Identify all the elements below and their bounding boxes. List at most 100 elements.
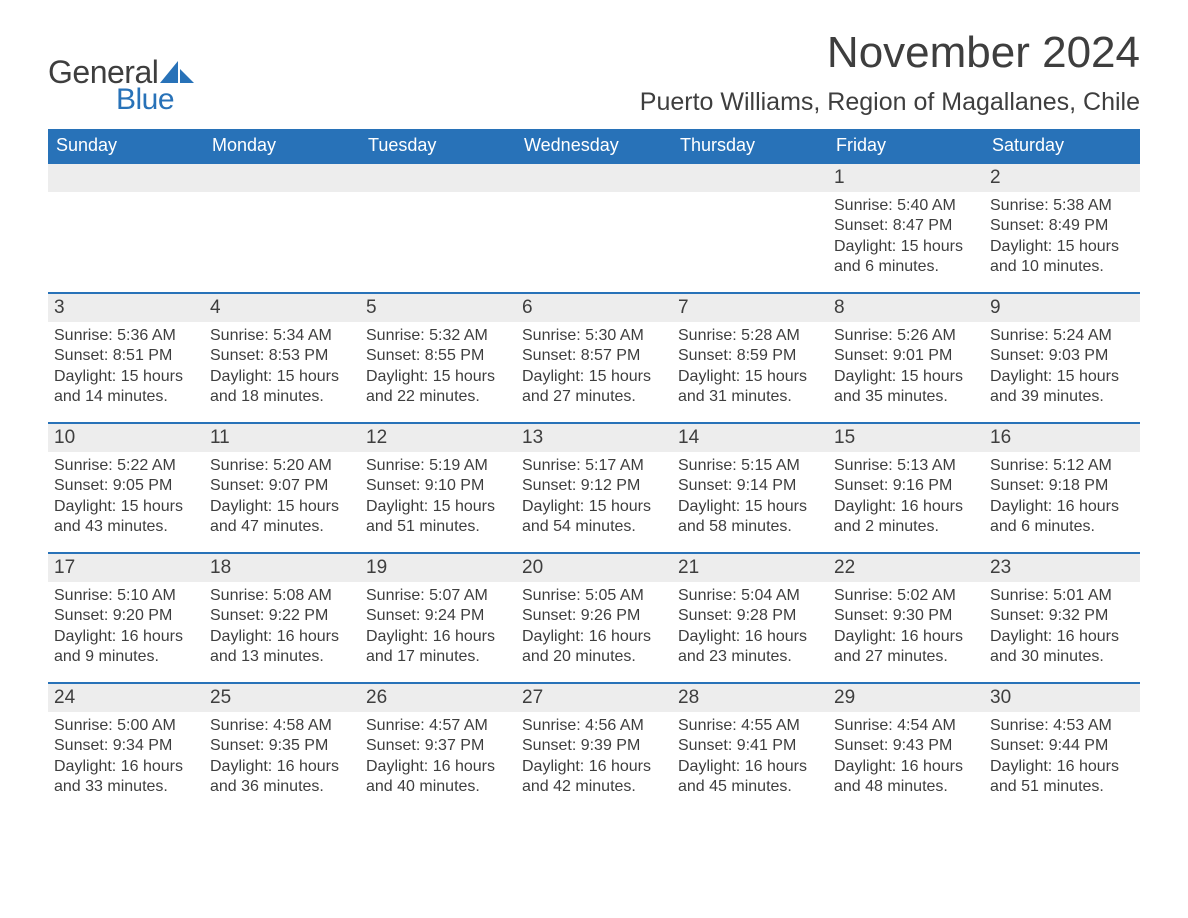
day-cell [360, 164, 516, 292]
day-body: Sunrise: 5:28 AMSunset: 8:59 PMDaylight:… [672, 322, 828, 414]
day-number [360, 164, 516, 192]
daylight-text-1: Daylight: 16 hours [678, 627, 822, 647]
sunrise-text: Sunrise: 5:32 AM [366, 326, 510, 346]
daylight-text-2: and 48 minutes. [834, 777, 978, 797]
day-number: 2 [984, 164, 1140, 192]
daylight-text-1: Daylight: 16 hours [834, 497, 978, 517]
sunset-text: Sunset: 8:53 PM [210, 346, 354, 366]
daylight-text-1: Daylight: 15 hours [834, 237, 978, 257]
day-body: Sunrise: 5:08 AMSunset: 9:22 PMDaylight:… [204, 582, 360, 674]
sunset-text: Sunset: 9:20 PM [54, 606, 198, 626]
sunset-text: Sunset: 9:30 PM [834, 606, 978, 626]
sunrise-text: Sunrise: 4:55 AM [678, 716, 822, 736]
day-cell: 26Sunrise: 4:57 AMSunset: 9:37 PMDayligh… [360, 684, 516, 812]
day-number: 18 [204, 554, 360, 582]
day-number: 16 [984, 424, 1140, 452]
daylight-text-2: and 18 minutes. [210, 387, 354, 407]
day-cell: 2Sunrise: 5:38 AMSunset: 8:49 PMDaylight… [984, 164, 1140, 292]
sunset-text: Sunset: 9:35 PM [210, 736, 354, 756]
daylight-text-1: Daylight: 16 hours [834, 757, 978, 777]
day-number [672, 164, 828, 192]
daylight-text-1: Daylight: 15 hours [210, 497, 354, 517]
day-cell [672, 164, 828, 292]
daylight-text-1: Daylight: 16 hours [678, 757, 822, 777]
day-number: 13 [516, 424, 672, 452]
daylight-text-2: and 13 minutes. [210, 647, 354, 667]
day-cell: 20Sunrise: 5:05 AMSunset: 9:26 PMDayligh… [516, 554, 672, 682]
daylight-text-1: Daylight: 15 hours [522, 367, 666, 387]
daylight-text-1: Daylight: 15 hours [54, 497, 198, 517]
sunset-text: Sunset: 8:49 PM [990, 216, 1134, 236]
day-cell: 9Sunrise: 5:24 AMSunset: 9:03 PMDaylight… [984, 294, 1140, 422]
location-subtitle: Puerto Williams, Region of Magallanes, C… [640, 88, 1140, 117]
day-number: 22 [828, 554, 984, 582]
day-cell: 3Sunrise: 5:36 AMSunset: 8:51 PMDaylight… [48, 294, 204, 422]
day-number: 10 [48, 424, 204, 452]
daylight-text-1: Daylight: 15 hours [990, 237, 1134, 257]
day-cell: 12Sunrise: 5:19 AMSunset: 9:10 PMDayligh… [360, 424, 516, 552]
day-number: 3 [48, 294, 204, 322]
daylight-text-2: and 6 minutes. [990, 517, 1134, 537]
day-body: Sunrise: 5:00 AMSunset: 9:34 PMDaylight:… [48, 712, 204, 804]
day-body: Sunrise: 5:01 AMSunset: 9:32 PMDaylight:… [984, 582, 1140, 674]
weekday-header: Tuesday [360, 129, 516, 162]
sunrise-text: Sunrise: 5:24 AM [990, 326, 1134, 346]
daylight-text-2: and 45 minutes. [678, 777, 822, 797]
sunset-text: Sunset: 9:07 PM [210, 476, 354, 496]
daylight-text-1: Daylight: 15 hours [678, 367, 822, 387]
sunset-text: Sunset: 9:39 PM [522, 736, 666, 756]
daylight-text-2: and 9 minutes. [54, 647, 198, 667]
day-body: Sunrise: 4:58 AMSunset: 9:35 PMDaylight:… [204, 712, 360, 804]
logo-word-blue: Blue [116, 83, 174, 117]
day-body: Sunrise: 5:36 AMSunset: 8:51 PMDaylight:… [48, 322, 204, 414]
day-body: Sunrise: 5:40 AMSunset: 8:47 PMDaylight:… [828, 192, 984, 284]
day-body: Sunrise: 5:34 AMSunset: 8:53 PMDaylight:… [204, 322, 360, 414]
daylight-text-1: Daylight: 16 hours [990, 757, 1134, 777]
day-cell: 29Sunrise: 4:54 AMSunset: 9:43 PMDayligh… [828, 684, 984, 812]
sunset-text: Sunset: 9:24 PM [366, 606, 510, 626]
daylight-text-2: and 2 minutes. [834, 517, 978, 537]
day-body: Sunrise: 5:13 AMSunset: 9:16 PMDaylight:… [828, 452, 984, 544]
sunrise-text: Sunrise: 5:01 AM [990, 586, 1134, 606]
sunset-text: Sunset: 9:16 PM [834, 476, 978, 496]
day-body: Sunrise: 5:17 AMSunset: 9:12 PMDaylight:… [516, 452, 672, 544]
sunset-text: Sunset: 9:05 PM [54, 476, 198, 496]
day-body: Sunrise: 5:02 AMSunset: 9:30 PMDaylight:… [828, 582, 984, 674]
weekday-header: Saturday [984, 129, 1140, 162]
sunrise-text: Sunrise: 5:34 AM [210, 326, 354, 346]
day-body: Sunrise: 4:53 AMSunset: 9:44 PMDaylight:… [984, 712, 1140, 804]
weekday-header: Wednesday [516, 129, 672, 162]
daylight-text-1: Daylight: 16 hours [990, 497, 1134, 517]
day-number [48, 164, 204, 192]
logo: General Blue [48, 28, 194, 117]
daylight-text-2: and 17 minutes. [366, 647, 510, 667]
calendar-week: 3Sunrise: 5:36 AMSunset: 8:51 PMDaylight… [48, 292, 1140, 422]
day-cell [48, 164, 204, 292]
day-cell: 1Sunrise: 5:40 AMSunset: 8:47 PMDaylight… [828, 164, 984, 292]
sunrise-text: Sunrise: 4:56 AM [522, 716, 666, 736]
day-cell: 8Sunrise: 5:26 AMSunset: 9:01 PMDaylight… [828, 294, 984, 422]
day-body: Sunrise: 5:05 AMSunset: 9:26 PMDaylight:… [516, 582, 672, 674]
day-body: Sunrise: 5:26 AMSunset: 9:01 PMDaylight:… [828, 322, 984, 414]
sunrise-text: Sunrise: 5:36 AM [54, 326, 198, 346]
weekday-header: Friday [828, 129, 984, 162]
day-cell: 23Sunrise: 5:01 AMSunset: 9:32 PMDayligh… [984, 554, 1140, 682]
sunrise-text: Sunrise: 5:04 AM [678, 586, 822, 606]
sunrise-text: Sunrise: 5:15 AM [678, 456, 822, 476]
day-cell: 15Sunrise: 5:13 AMSunset: 9:16 PMDayligh… [828, 424, 984, 552]
day-cell: 25Sunrise: 4:58 AMSunset: 9:35 PMDayligh… [204, 684, 360, 812]
sunset-text: Sunset: 8:57 PM [522, 346, 666, 366]
day-number: 24 [48, 684, 204, 712]
weekday-header-row: SundayMondayTuesdayWednesdayThursdayFrid… [48, 129, 1140, 162]
day-cell: 19Sunrise: 5:07 AMSunset: 9:24 PMDayligh… [360, 554, 516, 682]
day-body [516, 192, 672, 282]
day-number [516, 164, 672, 192]
sunset-text: Sunset: 9:41 PM [678, 736, 822, 756]
day-cell: 7Sunrise: 5:28 AMSunset: 8:59 PMDaylight… [672, 294, 828, 422]
header: General Blue November 2024 Puerto Willia… [48, 28, 1140, 117]
sunset-text: Sunset: 9:01 PM [834, 346, 978, 366]
sunset-text: Sunset: 9:22 PM [210, 606, 354, 626]
sunrise-text: Sunrise: 5:10 AM [54, 586, 198, 606]
sunrise-text: Sunrise: 4:57 AM [366, 716, 510, 736]
daylight-text-2: and 35 minutes. [834, 387, 978, 407]
